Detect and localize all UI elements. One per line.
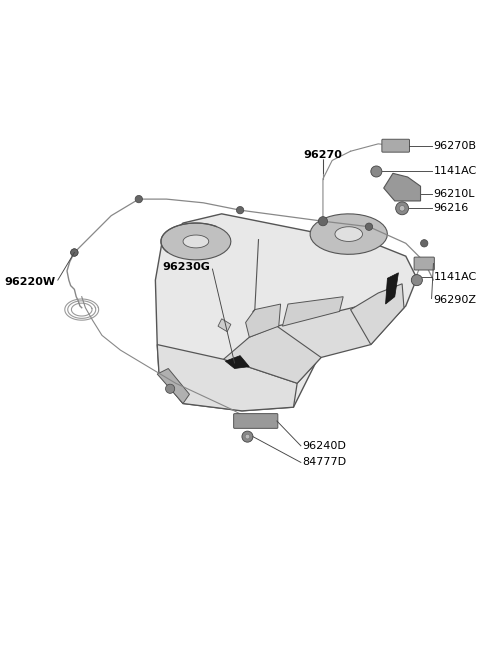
Text: 1141AC: 1141AC xyxy=(433,272,477,282)
Polygon shape xyxy=(224,326,321,383)
Polygon shape xyxy=(335,227,362,241)
Circle shape xyxy=(371,166,382,177)
Text: 96230G: 96230G xyxy=(163,262,211,272)
Polygon shape xyxy=(310,214,387,255)
Text: 96290Z: 96290Z xyxy=(433,295,477,306)
Circle shape xyxy=(71,249,78,256)
Circle shape xyxy=(318,216,327,226)
Circle shape xyxy=(396,202,408,215)
Polygon shape xyxy=(225,356,249,369)
Polygon shape xyxy=(384,173,420,201)
Text: 84777D: 84777D xyxy=(303,457,347,468)
Circle shape xyxy=(166,384,175,394)
Text: 96240D: 96240D xyxy=(303,441,347,451)
Circle shape xyxy=(242,431,253,442)
Polygon shape xyxy=(385,273,398,304)
Polygon shape xyxy=(157,369,190,403)
FancyBboxPatch shape xyxy=(234,414,278,428)
Polygon shape xyxy=(156,214,417,411)
Text: 96270: 96270 xyxy=(303,150,342,161)
Circle shape xyxy=(399,205,405,211)
Circle shape xyxy=(245,434,250,439)
Circle shape xyxy=(135,195,143,203)
FancyBboxPatch shape xyxy=(414,257,434,270)
Polygon shape xyxy=(157,344,297,411)
Circle shape xyxy=(411,275,422,285)
FancyBboxPatch shape xyxy=(382,139,409,152)
Text: 96216: 96216 xyxy=(433,203,468,213)
Circle shape xyxy=(237,207,244,214)
Polygon shape xyxy=(161,223,231,260)
Circle shape xyxy=(71,249,78,256)
Text: 96270B: 96270B xyxy=(433,140,477,151)
Polygon shape xyxy=(237,300,404,383)
Polygon shape xyxy=(350,284,404,344)
Text: 1141AC: 1141AC xyxy=(433,167,477,176)
Polygon shape xyxy=(246,304,281,337)
Text: 96220W: 96220W xyxy=(5,277,56,287)
Circle shape xyxy=(420,239,428,247)
Text: 96210L: 96210L xyxy=(433,188,475,199)
Polygon shape xyxy=(282,297,343,326)
Polygon shape xyxy=(218,319,231,332)
Circle shape xyxy=(365,223,372,230)
Polygon shape xyxy=(183,235,209,248)
